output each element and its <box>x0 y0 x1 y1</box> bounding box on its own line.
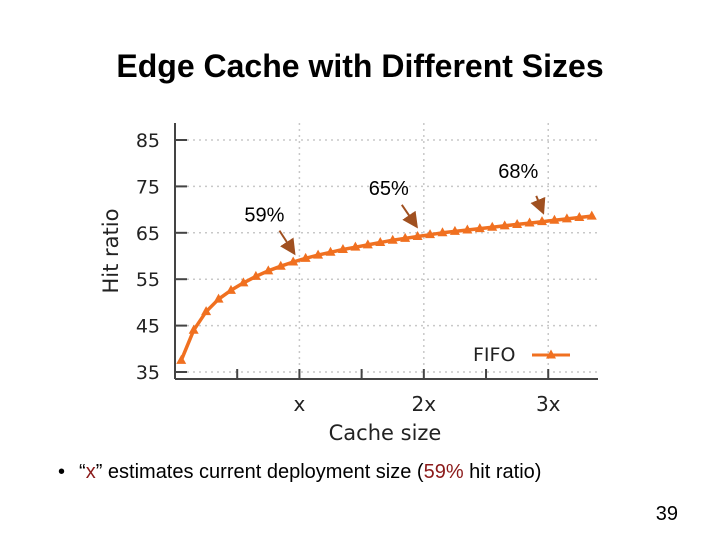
data-point <box>313 249 324 259</box>
page-number: 39 <box>655 503 678 525</box>
data-point <box>499 220 510 230</box>
data-point <box>387 234 398 244</box>
bullet-pct: 59% <box>423 461 464 483</box>
data-point <box>524 217 535 227</box>
data-point <box>300 252 311 262</box>
data-point <box>512 218 523 228</box>
series-fifo <box>176 210 597 364</box>
y-tick-label: 85 <box>136 130 160 152</box>
data-point <box>263 265 274 275</box>
legend-label: FIFO <box>473 344 515 366</box>
data-point <box>188 324 199 334</box>
bullet-x-var: x <box>85 461 96 483</box>
annotation-label: 59% <box>244 205 284 227</box>
data-point <box>201 306 212 316</box>
data-point <box>288 256 299 266</box>
annotation-arrow <box>278 230 296 256</box>
slide-title: Edge Cache with Different Sizes <box>116 48 604 84</box>
data-point <box>337 244 348 254</box>
x-tick-label: x <box>293 392 305 416</box>
x-tick-label: 3x <box>536 392 561 416</box>
data-point <box>176 354 187 364</box>
annotation-label: 68% <box>498 161 538 183</box>
annotations: 59% 65% 68% <box>244 161 546 256</box>
annotation-arrow <box>400 204 418 229</box>
data-point <box>275 260 286 270</box>
data-point <box>449 225 460 235</box>
data-point <box>425 229 436 239</box>
bullet-part3: hit ratio) <box>463 461 542 483</box>
series-line <box>179 214 592 362</box>
legend-marker <box>546 349 556 359</box>
data-point <box>238 277 249 287</box>
legend: FIFO <box>473 344 570 366</box>
data-point <box>561 213 572 223</box>
data-point <box>474 223 485 233</box>
data-point <box>462 224 473 234</box>
data-point <box>400 232 411 242</box>
bullet-part1: “ <box>79 461 86 483</box>
x-ticks: x 2x 3x <box>236 369 561 416</box>
data-point <box>225 284 236 294</box>
x-axis-label: Cache size <box>329 421 442 445</box>
data-point <box>487 221 498 231</box>
x-tick-label: 2x <box>412 392 437 416</box>
y-tick-label: 55 <box>136 269 160 291</box>
data-point <box>574 211 585 221</box>
data-point <box>537 216 548 226</box>
bullet-marker: • <box>58 461 66 483</box>
y-tick-label: 65 <box>136 223 160 245</box>
bullet-text: • “x” estimates current deployment size (… <box>58 461 541 484</box>
grid <box>175 123 598 379</box>
data-point <box>549 214 560 224</box>
annotation-label: 65% <box>369 178 409 200</box>
data-point <box>375 237 386 247</box>
data-point <box>350 241 361 251</box>
y-ticks: 35 45 55 65 75 85 <box>136 130 187 384</box>
y-tick-label: 75 <box>136 176 160 198</box>
data-point <box>437 227 448 237</box>
y-tick-label: 35 <box>136 362 160 384</box>
y-tick-label: 45 <box>136 316 160 338</box>
data-point <box>412 231 423 241</box>
data-point <box>250 270 261 280</box>
axes <box>174 123 598 380</box>
data-point <box>325 246 336 256</box>
data-point <box>213 293 224 303</box>
data-point <box>362 239 373 249</box>
data-point <box>586 210 597 220</box>
y-axis-label: Hit ratio <box>99 209 123 294</box>
annotation-arrow <box>530 195 546 215</box>
bullet-part2: ” estimates current deployment size ( <box>95 461 424 483</box>
